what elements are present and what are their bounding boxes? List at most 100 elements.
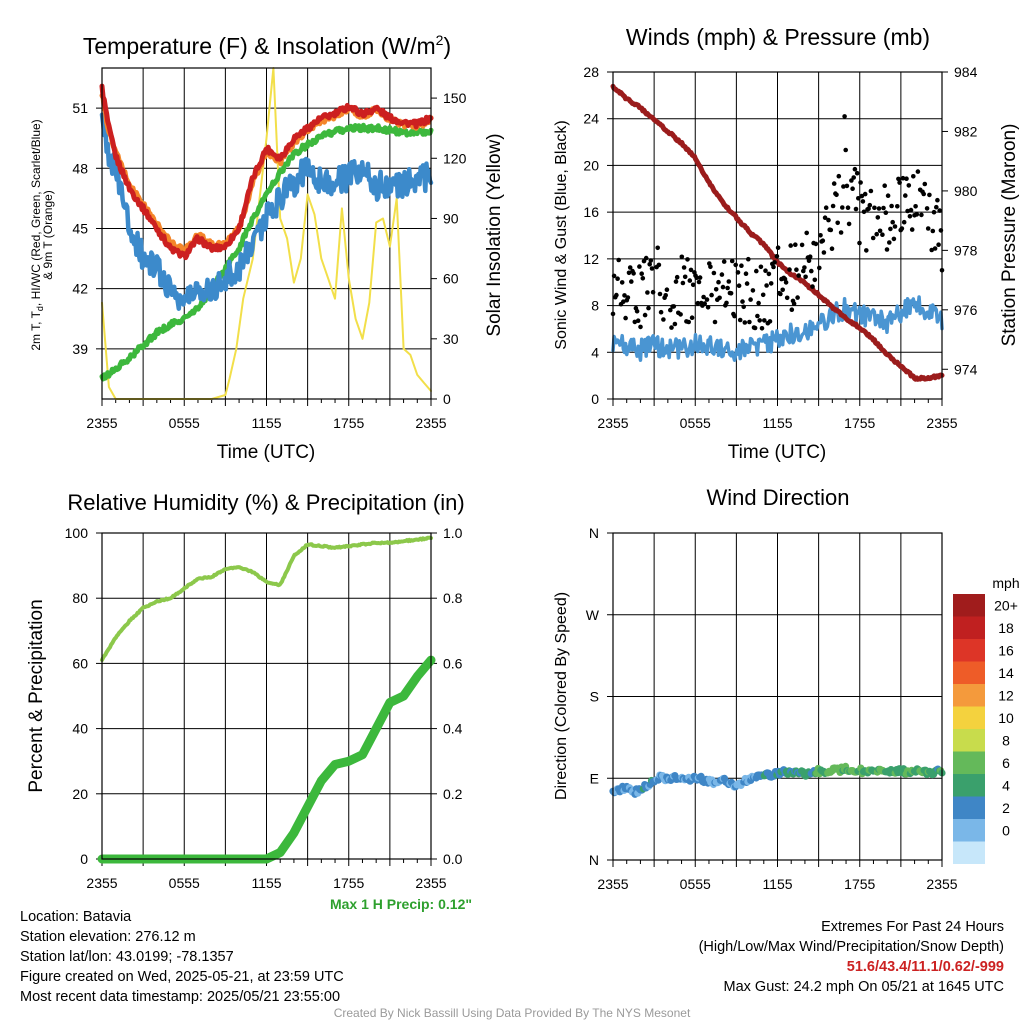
temperature-series	[99, 67, 434, 400]
gust-point	[877, 228, 883, 234]
y-right-tick-label: 150	[443, 90, 467, 106]
gust-point	[892, 224, 898, 229]
colorbar-label: 0	[1002, 823, 1010, 839]
gust-point	[823, 205, 829, 210]
y-tick-label: 28	[583, 64, 599, 80]
gust-point	[888, 226, 893, 232]
gust-point	[812, 277, 818, 283]
colorbar-swatch	[953, 729, 985, 752]
gust-point	[796, 273, 801, 278]
colorbar-label: 4	[1002, 778, 1010, 794]
gust-point	[766, 271, 772, 277]
gust-point	[733, 262, 738, 268]
gust-point	[623, 315, 628, 321]
y-tick-label: 0	[80, 851, 88, 867]
gust-point	[637, 264, 642, 269]
gust-point	[822, 215, 828, 220]
gust-point	[716, 279, 721, 285]
gust-point	[901, 219, 907, 225]
wind-direction-title: Wind Direction	[706, 485, 849, 510]
y-right-tick-label: 976	[954, 302, 978, 318]
gust-point	[681, 265, 687, 270]
gust-point	[818, 233, 823, 238]
gust-point	[937, 208, 942, 213]
y-right-tick-label: 0.6	[443, 655, 463, 671]
gust-point	[663, 293, 668, 298]
gust-point	[875, 215, 881, 220]
gust-point	[694, 275, 699, 281]
gust-point	[874, 231, 879, 237]
y-tick-label: 45	[72, 220, 88, 236]
gust-point	[635, 318, 641, 324]
gust-point	[669, 325, 674, 330]
gust-point	[746, 256, 751, 262]
gust-point	[820, 238, 826, 243]
sonic-temperature-line	[99, 112, 434, 311]
gust-point	[639, 271, 644, 277]
gust-point	[854, 170, 860, 176]
gust-point	[884, 247, 890, 252]
gust-point	[696, 279, 702, 285]
gust-point	[908, 207, 914, 213]
gust-point	[868, 188, 874, 194]
x-tick-label: 1755	[333, 415, 364, 431]
gust-point	[720, 284, 726, 290]
gust-point	[767, 319, 773, 324]
gust-point	[838, 230, 844, 235]
gust-point	[930, 228, 936, 234]
gust-point	[763, 268, 768, 274]
gust-point	[702, 301, 707, 306]
gust-point	[831, 181, 837, 186]
gust-point	[801, 268, 806, 274]
y-right-tick-label: 978	[954, 242, 978, 258]
colorbar-label: 10	[998, 710, 1014, 726]
gust-point	[860, 199, 866, 204]
gust-point	[809, 268, 814, 274]
winds-panel: Winds (mph) & Pressure (mb) 2355 0555 1155…	[553, 24, 1020, 463]
gust-point	[661, 317, 666, 322]
y-tick-label: 60	[72, 655, 88, 671]
y-tick-label: 4	[591, 344, 599, 360]
gust-point	[775, 245, 781, 250]
gust-point	[616, 257, 621, 263]
gust-point	[712, 319, 718, 325]
winds-ylabel-left: Sonic Wind & Gust (Blue, Black)	[553, 120, 570, 349]
gust-point	[862, 191, 868, 197]
x-tick-label: 2355	[926, 876, 957, 892]
colorbar-swatch	[953, 796, 985, 819]
gust-point	[655, 245, 660, 251]
station-pressure-line	[610, 83, 945, 382]
colorbar-label: 8	[1002, 733, 1010, 749]
y-tick-label: 24	[583, 111, 599, 127]
colorbar-label: 20+	[994, 598, 1018, 614]
gust-point	[713, 287, 719, 292]
gust-point	[804, 230, 809, 236]
gust-point	[880, 232, 885, 237]
gust-point	[836, 173, 842, 179]
gust-point	[619, 280, 625, 285]
gust-point	[671, 304, 677, 309]
y-tick-label: E	[590, 770, 599, 786]
gust-point	[739, 263, 744, 269]
gust-point	[708, 264, 713, 270]
gust-point	[935, 197, 940, 203]
winds-axes: 2355 0555 1155 1755 2355 0 4 8 12 16 20 24 28 974 976 9…	[583, 64, 977, 431]
y-tick-label: W	[586, 607, 600, 623]
wind-direction-series	[609, 762, 946, 798]
y-tick-label: S	[590, 689, 599, 705]
gust-point	[903, 193, 908, 198]
gust-point	[858, 180, 863, 185]
gust-point	[642, 312, 648, 318]
gust-point	[841, 184, 846, 189]
gust-point	[678, 312, 683, 317]
gust-point	[649, 266, 655, 271]
gust-point	[762, 318, 767, 323]
y-right-tick-label: 120	[443, 150, 467, 166]
gust-point	[721, 259, 727, 264]
gust-point	[857, 240, 862, 246]
gust-point	[866, 206, 871, 211]
gust-point	[771, 264, 776, 270]
gust-point	[711, 270, 717, 276]
svg-text:2m T, Td, HI/WC (Red, Green, S: 2m T, Td, HI/WC (Red, Green, Scarlet/Blu…	[29, 119, 45, 350]
gust-point	[687, 278, 693, 283]
